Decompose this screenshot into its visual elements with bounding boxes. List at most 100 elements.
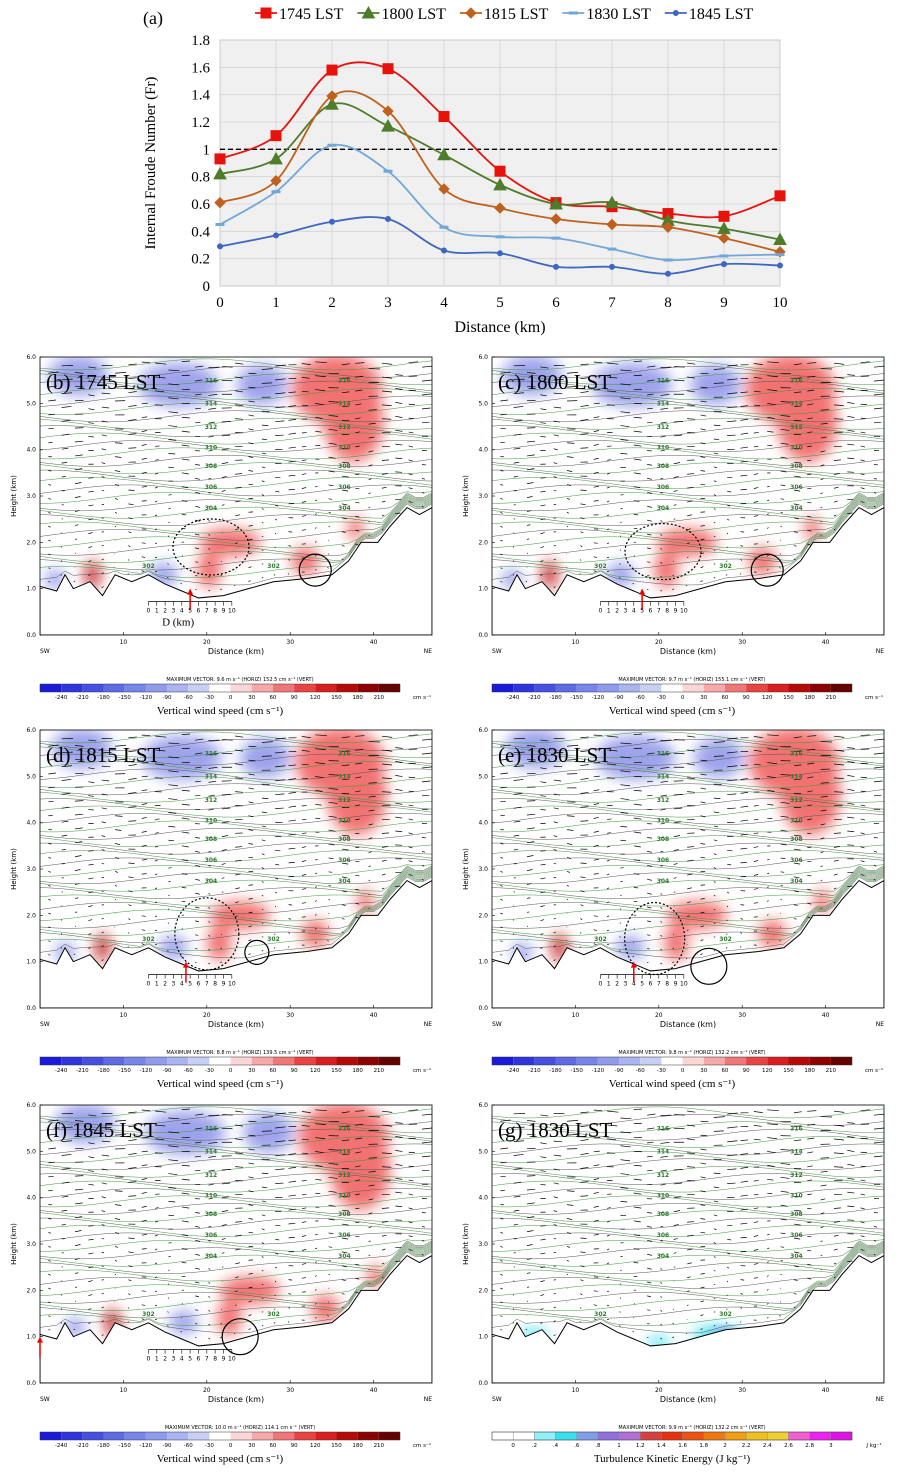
data-point bbox=[216, 224, 224, 226]
isentrope-label: 304 bbox=[790, 505, 803, 512]
colorbar-tick-label: 0 bbox=[229, 695, 233, 701]
cross-section: 3163163143143123123103103083083063063043… bbox=[10, 727, 433, 1090]
legend-label: 1800 LST bbox=[381, 6, 446, 23]
data-point bbox=[776, 254, 784, 256]
colorbar-tick-label: 1 bbox=[617, 1443, 621, 1449]
colorbar-tick-label: 120 bbox=[310, 1443, 321, 1449]
isentrope-label: 310 bbox=[205, 445, 218, 452]
colorbar-tick-label: 2.8 bbox=[805, 1443, 814, 1449]
y-tick-label: 6.0 bbox=[26, 354, 36, 361]
colorbar-tick-label: 150 bbox=[331, 695, 342, 701]
colorbar-tick-label: -240 bbox=[55, 695, 68, 701]
x-tick-label: 30 bbox=[286, 1012, 294, 1019]
wind-vector bbox=[580, 1321, 581, 1322]
isentrope-label: 304 bbox=[205, 878, 218, 885]
colorbar-cell bbox=[767, 1057, 788, 1065]
x-tick-label: 40 bbox=[370, 1012, 378, 1019]
scale-tick-label: 7 bbox=[657, 608, 661, 615]
colorbar-cell bbox=[294, 1432, 315, 1440]
colorbar-cell bbox=[704, 1432, 725, 1440]
x-tick-label: 40 bbox=[370, 639, 378, 646]
field bbox=[492, 727, 885, 1008]
colorbar-tick-label: 60 bbox=[269, 695, 276, 701]
colorbar-cell bbox=[294, 684, 315, 692]
y-tick-label: 1.8 bbox=[191, 33, 210, 49]
colorbar-cell bbox=[379, 684, 400, 692]
colorbar-tick-label: 2 bbox=[723, 1443, 727, 1449]
colorbar-tick-label: 90 bbox=[291, 695, 298, 701]
colorbar-tick-label: 1.2 bbox=[636, 1443, 645, 1449]
x-tick-label: 20 bbox=[203, 639, 211, 646]
colorbar-tick-label: -180 bbox=[549, 695, 562, 701]
x-tick-label: 20 bbox=[203, 1387, 211, 1394]
x-tick-label: 40 bbox=[370, 1387, 378, 1394]
x-tick-label: 10 bbox=[773, 295, 788, 311]
colorbar-tick-label: 0 bbox=[229, 1443, 233, 1449]
isentrope-label: 310 bbox=[790, 1193, 803, 1200]
x-tick-label: 1 bbox=[272, 295, 280, 311]
isentrope-label: 316 bbox=[790, 750, 803, 757]
data-point bbox=[218, 244, 223, 249]
colorbar-cell bbox=[358, 1432, 379, 1440]
isentrope-label: 308 bbox=[657, 836, 670, 843]
y-axis-label: Height (km) bbox=[462, 475, 470, 517]
isentrope-label: 306 bbox=[657, 1232, 670, 1239]
scale-tick-label: 7 bbox=[205, 608, 209, 615]
legend-marker bbox=[261, 8, 271, 18]
data-point bbox=[610, 264, 615, 269]
wind-blob bbox=[654, 552, 678, 588]
colorbar-cell bbox=[598, 1057, 619, 1065]
colorbar-tick-label: -210 bbox=[528, 695, 541, 701]
isentrope-label: 312 bbox=[205, 424, 218, 431]
scale-tick-label: 2 bbox=[615, 981, 619, 988]
field bbox=[40, 354, 433, 635]
colorbar-cell bbox=[513, 1432, 534, 1440]
colorbar-cell bbox=[252, 1057, 273, 1065]
isentrope-label: 304 bbox=[205, 505, 218, 512]
max-vector: MAXIMUM VECTOR: 10.0 m s⁻¹ (HORIZ) 114.1… bbox=[165, 1425, 315, 1431]
isentrope-label: 312 bbox=[338, 797, 351, 804]
colorbar-tick-label: 210 bbox=[826, 695, 837, 701]
isentrope-label: 310 bbox=[657, 818, 670, 825]
colorbar-cell bbox=[831, 684, 852, 692]
y-tick-label: 0.4 bbox=[191, 224, 210, 240]
isentrope-label: 306 bbox=[205, 857, 218, 864]
isentrope-label: 304 bbox=[790, 878, 803, 885]
colorbar-cell bbox=[104, 1432, 125, 1440]
legend-label: 1745 LST bbox=[279, 6, 344, 23]
colorbar-cell bbox=[358, 1057, 379, 1065]
y-tick-label: 4.0 bbox=[26, 447, 36, 454]
colorbar-tick-label: -60 bbox=[636, 695, 645, 701]
isentrope-label: 302 bbox=[267, 936, 280, 943]
isentrope-label: 302 bbox=[267, 563, 280, 570]
data-point bbox=[386, 217, 391, 222]
isentrope-label: 316 bbox=[790, 1125, 803, 1132]
isentrope-label: 302 bbox=[594, 1311, 607, 1318]
y-tick-label: 1.0 bbox=[26, 586, 36, 593]
scale-tick-label: 0 bbox=[599, 608, 603, 615]
field bbox=[492, 354, 885, 635]
colorbar-cell bbox=[831, 1432, 852, 1440]
colorbar-tick-label: 150 bbox=[783, 1068, 794, 1074]
data-point bbox=[775, 191, 785, 201]
y-tick-label: 6.0 bbox=[478, 1102, 488, 1109]
colorbar-cell bbox=[767, 684, 788, 692]
y-tick-label: 0.8 bbox=[191, 170, 210, 186]
y-tick-label: 4.0 bbox=[26, 1195, 36, 1202]
x-tick-label: 3 bbox=[384, 295, 392, 311]
colorbar-cell bbox=[683, 1057, 704, 1065]
data-point bbox=[495, 166, 505, 176]
colorbar-tick-label: -120 bbox=[592, 695, 605, 701]
colorbar-cell bbox=[40, 1057, 61, 1065]
colorbar-cell bbox=[788, 1057, 809, 1065]
wind-vector bbox=[61, 933, 62, 934]
data-point bbox=[664, 259, 672, 261]
colorbar-tick-label: .4 bbox=[553, 1443, 559, 1449]
colorbar-tick-label: -150 bbox=[570, 695, 583, 701]
colorbar-title: Vertical wind speed (cm s⁻¹) bbox=[157, 1453, 284, 1465]
colorbar-cell bbox=[746, 1057, 767, 1065]
wind-blob bbox=[291, 547, 319, 575]
colorbar-tick-label: 1.4 bbox=[657, 1443, 666, 1449]
x-axis-label: Distance (km) bbox=[208, 1020, 264, 1029]
